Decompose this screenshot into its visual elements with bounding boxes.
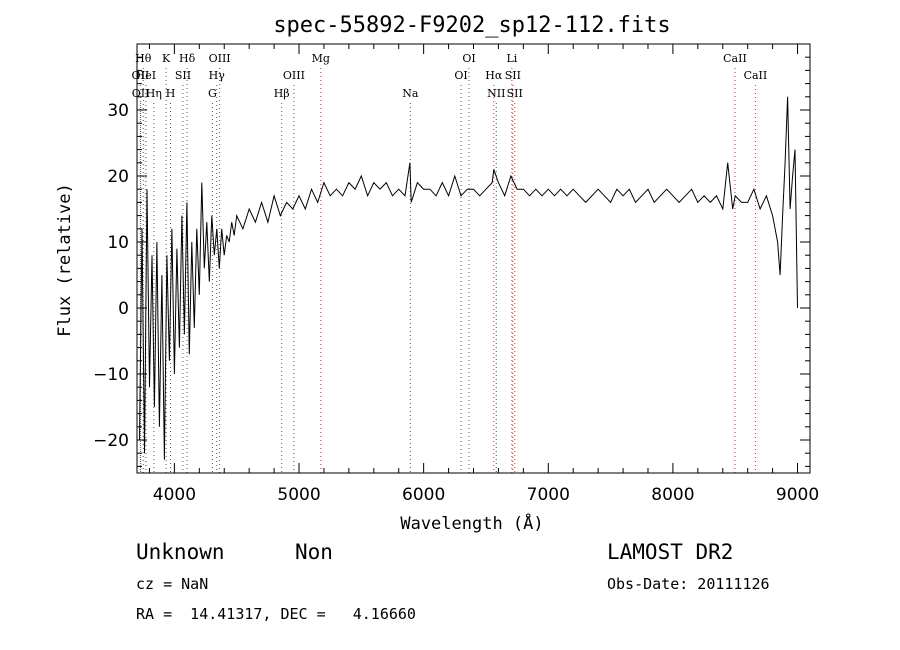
line-marker-label: Hδ — [179, 52, 196, 65]
y-axis-label: Flux (relative) — [55, 183, 75, 337]
x-tick-label: 8000 — [651, 485, 694, 505]
y-tick-label: 20 — [107, 167, 129, 187]
line-marker-label: SII — [505, 69, 521, 82]
spectrum-chart: spec-55892-F9202_sp12-112.fits OII OII Hθ H… — [55, 13, 819, 534]
line-marker-label: SII — [175, 69, 191, 82]
chart-title: spec-55892-F9202_sp12-112.fits — [273, 13, 670, 38]
y-tick-label: −10 — [93, 365, 129, 385]
x-tick-label: 6000 — [402, 485, 445, 505]
y-tick-label: 10 — [107, 233, 129, 253]
line-marker-label: OI — [462, 52, 475, 65]
line-marker-label: G — [208, 87, 217, 100]
line-marker-label: OII — [132, 87, 150, 100]
line-marker-label: HeI — [136, 69, 156, 82]
line-marker-label: Na — [402, 87, 419, 100]
spectral-line-markers: OII OII Hθ HeI Hη K SII H Hδ OIII Hγ G OIII Hβ Mg Na OI O… — [132, 52, 768, 473]
line-marker-label: CaII — [723, 52, 747, 65]
x-tick-label: 4000 — [153, 485, 196, 505]
line-marker-label: OII — [132, 69, 150, 82]
line-marker-label: SII — [507, 87, 523, 100]
redshift-cz: cz = NaN — [136, 575, 209, 593]
x-tick-label: 7000 — [527, 485, 570, 505]
line-marker-label: Hη — [146, 87, 162, 100]
x-tick-label: 5000 — [277, 485, 320, 505]
line-marker-label: OIII — [283, 69, 305, 82]
survey-name: LAMOST DR2 — [607, 540, 734, 564]
line-marker-label: NII — [487, 87, 505, 100]
line-marker-label: K — [162, 52, 171, 65]
line-marker-label: Hθ — [135, 52, 152, 65]
x-axis-label: Wavelength (Å) — [400, 512, 543, 534]
line-marker-label: Hβ — [274, 87, 290, 100]
x-axis: 4000 5000 6000 7000 8000 9000 — [148, 44, 819, 505]
line-marker-label: H — [166, 87, 176, 100]
line-marker-label: Hα — [485, 69, 503, 82]
x-tick-label: 9000 — [776, 485, 819, 505]
y-tick-label: −20 — [93, 431, 129, 451]
line-marker-label: CaII — [744, 69, 768, 82]
line-marker-label: Li — [506, 52, 517, 65]
spectral-subclass: Non — [295, 540, 333, 564]
spectral-class: Unknown — [136, 540, 225, 564]
y-tick-label: 0 — [118, 299, 129, 319]
y-axis: −20 −10 0 10 20 30 — [93, 56, 810, 467]
y-tick-label: 30 — [107, 101, 129, 121]
line-marker-label: Mg — [312, 52, 330, 65]
plot-frame — [136, 43, 811, 474]
coordinates-ra-dec: RA = 14.41317, DEC = 4.16660 — [136, 605, 416, 623]
line-marker-label: OI — [454, 69, 467, 82]
line-marker-label: Hγ — [209, 69, 226, 82]
observation-date: Obs-Date: 20111126 — [607, 575, 770, 593]
spectrum-line — [139, 96, 798, 460]
line-marker-label: OIII — [209, 52, 231, 65]
